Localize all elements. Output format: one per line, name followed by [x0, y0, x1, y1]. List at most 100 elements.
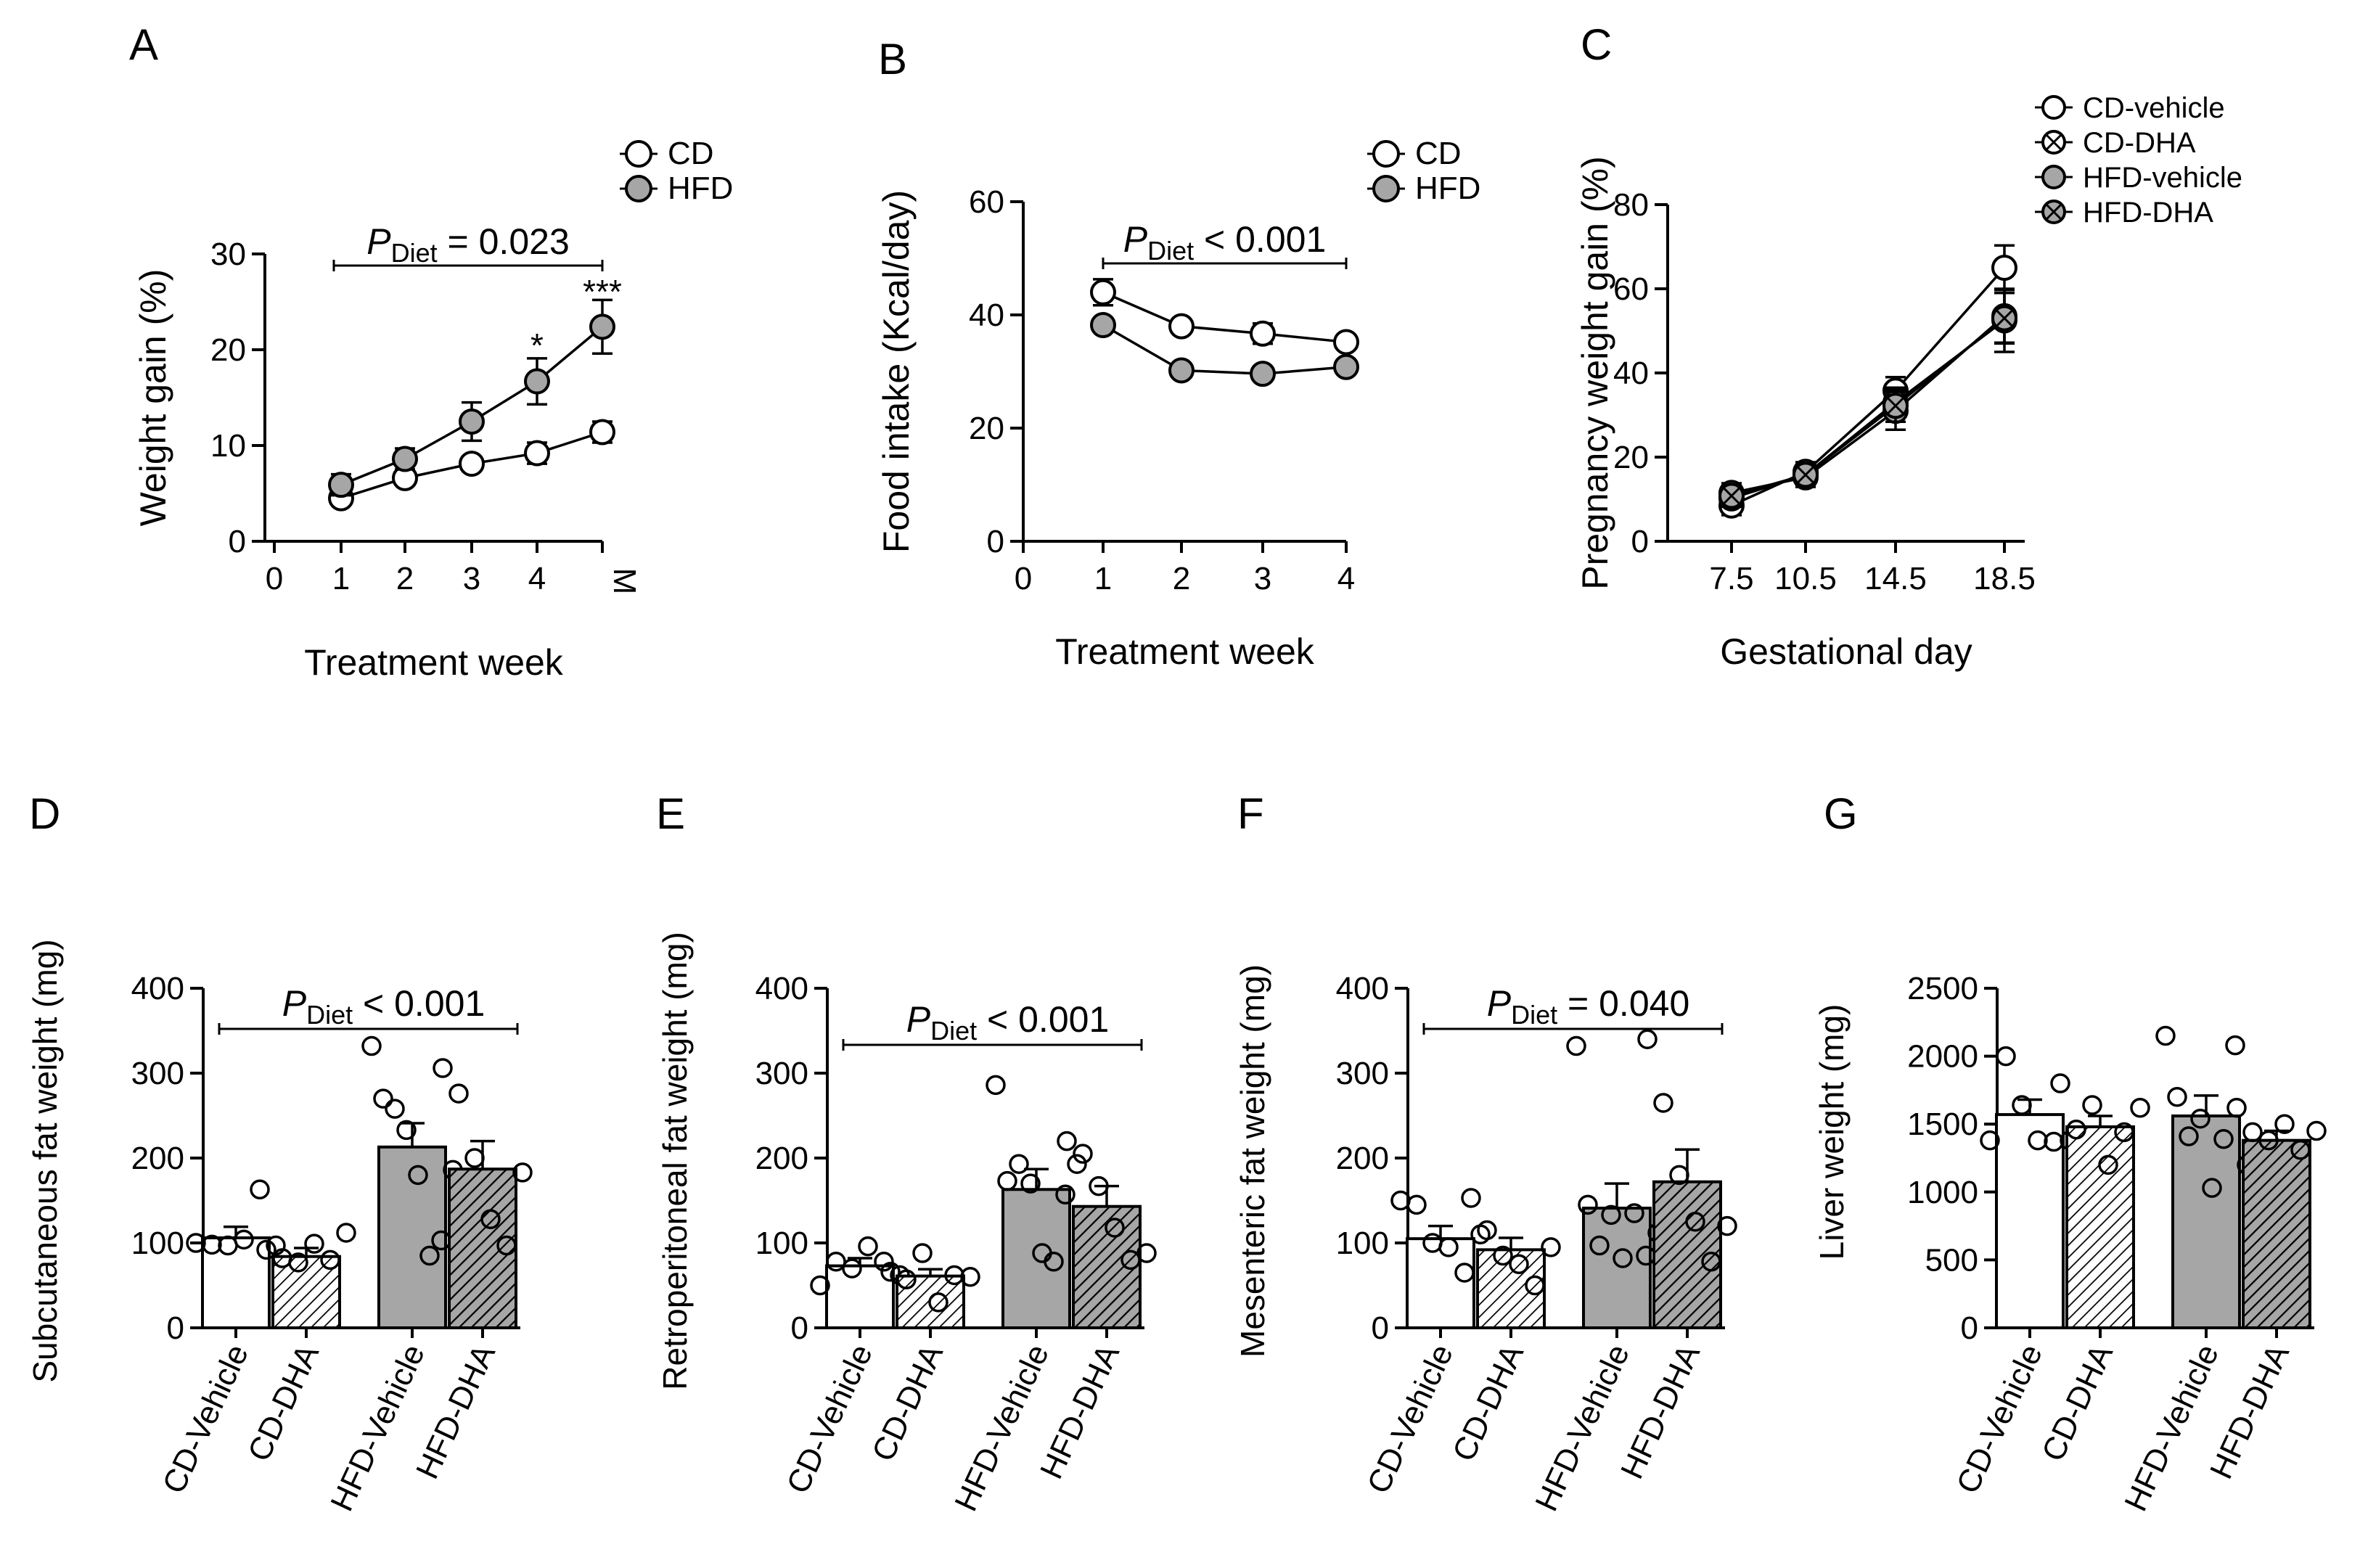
data-point-cd-circle: [1250, 320, 1276, 347]
individual-point: [1717, 1215, 1737, 1236]
legend-marker-circle: [2041, 95, 2066, 120]
y-tick-label: 300: [131, 1056, 184, 1091]
x-tick-label: CD-DHA: [1446, 1339, 1531, 1466]
y-tick-label: 400: [1336, 971, 1389, 1006]
y-tick-label: 40: [969, 297, 1004, 333]
bar-cd-vehicle: [1995, 1113, 2065, 1329]
legend-label: HFD: [1415, 171, 1480, 206]
data-point-cd: [1333, 329, 1359, 356]
significance-label: PDiet = 0.023: [366, 221, 570, 268]
individual-point: [288, 1252, 308, 1273]
significance-asterisk: ***: [583, 273, 622, 311]
legend-marker-circle: [1372, 140, 1400, 168]
individual-point: [1541, 1237, 1561, 1257]
individual-point: [1996, 1046, 2016, 1067]
individual-point: [2050, 1073, 2070, 1093]
y-tick-label: 40: [1613, 356, 1649, 391]
data-point-hfd: [524, 368, 550, 395]
data-point-cd: [1090, 279, 1116, 305]
series-line-hfd-vehicle: [1731, 315, 2006, 495]
bar-cd-vehicle: [1406, 1237, 1475, 1330]
x-tick-label: 3: [1254, 561, 1271, 596]
individual-point: [880, 1262, 901, 1282]
panel-f-mesenteric-fat-chart: 0 100 200 300 400 Mesenteric fat weight (mg) C…: [1234, 964, 1737, 1517]
x-tick-label: HFD-Vehicle: [1528, 1339, 1636, 1517]
legend-label: CD-DHA: [2083, 127, 2196, 159]
x-tick-label: 14.5: [1864, 561, 1927, 596]
x-tick-label: HFD-Vehicle: [324, 1339, 432, 1517]
legend-marker: [625, 175, 652, 202]
individual-point: [810, 1275, 830, 1296]
data-point-hfd-circle: [1333, 353, 1359, 380]
y-tick-label: 0: [167, 1310, 184, 1346]
x-tick-label: 3: [463, 561, 480, 596]
individual-point: [1020, 1173, 1041, 1194]
individual-point: [1578, 1194, 1598, 1215]
individual-point: [234, 1229, 254, 1250]
data-point-hfd-circle: [459, 409, 485, 435]
x-tick-label: 10.5: [1774, 561, 1837, 596]
data-point-hfd: [392, 446, 418, 472]
data-point-cd: [524, 440, 550, 467]
y-tick-label: 10: [210, 428, 246, 464]
data-point-hfd: [1250, 361, 1276, 387]
legend-marker: [2041, 200, 2066, 224]
data-point-hfd: [328, 472, 354, 498]
y-tick-label: 0: [1631, 524, 1649, 559]
bar-hfd-dha: [1652, 1180, 1722, 1330]
legend-label: HFD-vehicle: [2083, 162, 2242, 194]
individual-point: [2130, 1097, 2150, 1118]
x-axis-label: Treatment week: [304, 642, 564, 683]
individual-point: [448, 1083, 469, 1104]
individual-point: [2213, 1129, 2234, 1149]
individual-point: [512, 1162, 533, 1183]
x-axis-label: Treatment week: [1055, 631, 1315, 672]
panel-letter-b: B: [878, 35, 907, 83]
individual-point: [1509, 1254, 1529, 1274]
data-point-cd-circle: [589, 419, 615, 446]
individual-point: [2179, 1126, 2199, 1146]
individual-point: [1653, 1093, 1673, 1113]
data-point-hfd-circle: [524, 368, 550, 395]
x-tick-label: 2: [396, 561, 414, 596]
y-axis-label: Weight gain (%): [133, 269, 173, 527]
x-tick-label: 0: [1015, 561, 1032, 596]
series-line-cd: [1102, 291, 1347, 344]
individual-point: [2190, 1108, 2211, 1129]
individual-point: [1613, 1248, 1633, 1268]
y-tick-label: 200: [1336, 1141, 1389, 1176]
individual-point: [1057, 1130, 1077, 1152]
y-tick-label: 60: [969, 184, 1004, 220]
legend-label: CD: [1415, 136, 1462, 171]
individual-point: [928, 1292, 948, 1313]
individual-point: [986, 1075, 1006, 1096]
individual-point: [256, 1239, 276, 1260]
individual-point: [1073, 1144, 1093, 1164]
data-point-cd: [589, 419, 615, 446]
y-tick-label: 300: [755, 1056, 808, 1091]
y-tick-label: 0: [229, 524, 246, 559]
x-tick-label: 18.5: [1973, 561, 2036, 596]
data-point-hfd: [589, 313, 615, 340]
y-tick-label: 100: [131, 1226, 184, 1261]
y-tick-label: 200: [755, 1141, 808, 1176]
individual-point: [1089, 1175, 1109, 1196]
individual-point: [1624, 1203, 1644, 1223]
panel-g-liver-weight-chart: 0 500 1000 1500 2000 2500 Liver weight (mg) CD-…: [1813, 971, 2327, 1516]
data-point-cd: [1168, 313, 1195, 340]
individual-point: [1601, 1204, 1621, 1226]
data-point-cd-vehicle-circle: [1991, 255, 2017, 281]
x-tick-label: 7.5: [1709, 561, 1753, 596]
legend-label: HFD: [668, 171, 733, 206]
y-tick-label: 500: [1925, 1242, 1978, 1278]
bar-hfd-dha: [448, 1167, 517, 1329]
y-tick-label: 2000: [1907, 1039, 1978, 1075]
x-tick-label: 4: [1337, 561, 1355, 596]
y-axis-label: Retroperitoneal fat weight (mg): [656, 932, 694, 1390]
data-point-hfd: [459, 409, 485, 435]
y-tick-label: 20: [1613, 440, 1649, 475]
x-tick-label: CD-Vehicle: [156, 1339, 255, 1499]
individual-point: [2274, 1114, 2295, 1134]
y-axis-label: Liver weight (mg): [1813, 1004, 1851, 1260]
individual-point: [944, 1265, 964, 1286]
